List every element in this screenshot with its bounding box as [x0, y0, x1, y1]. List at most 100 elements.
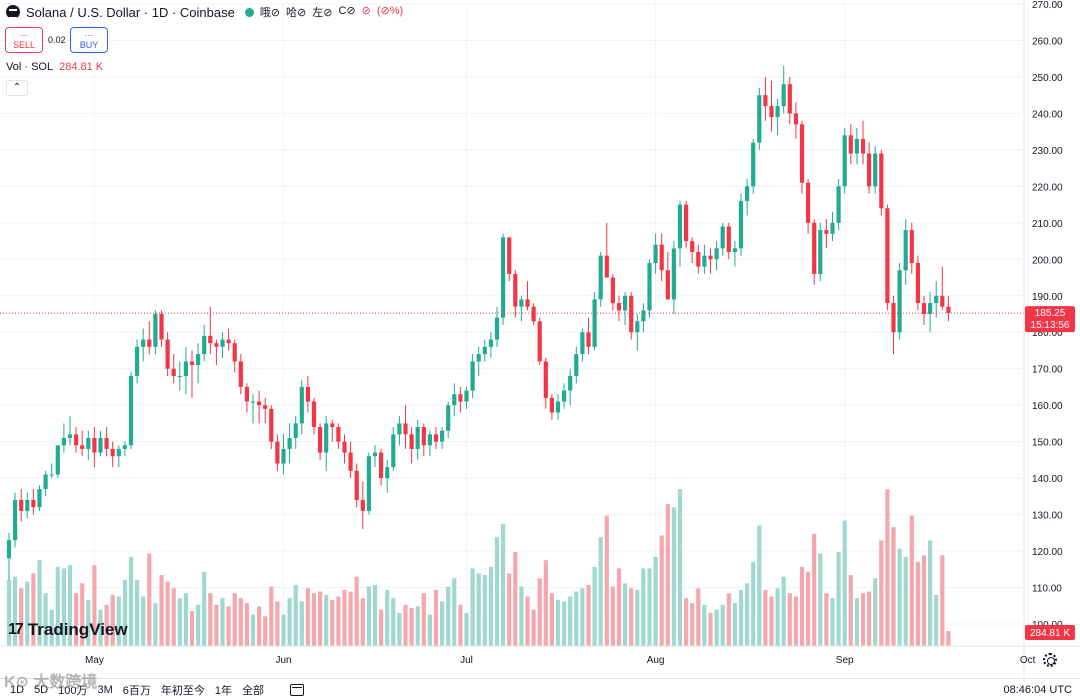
price-axis[interactable]: 270.00 260.00 250.00 240.00 230.00 220.00 210.… — [1023, 0, 1063, 678]
range-1d[interactable]: 1D — [10, 683, 25, 696]
range-all[interactable]: 全部 — [242, 684, 265, 697]
volume-bar — [751, 561, 756, 646]
volume-bar — [519, 586, 524, 646]
tradingview-logo[interactable]: 17 TradingView — [8, 620, 128, 640]
volume-bar — [574, 591, 579, 646]
candle-body — [909, 230, 914, 263]
volume-bar — [330, 599, 335, 646]
volume-bar — [25, 581, 30, 646]
volume-bar — [80, 583, 85, 646]
calendar-icon[interactable] — [290, 683, 305, 696]
candle-body — [281, 448, 286, 464]
chevron-up-icon: ⌃ — [12, 82, 22, 93]
volume-bar — [214, 604, 219, 646]
volume-legend[interactable]: Vol · SOL 284.81 K — [6, 61, 103, 73]
candles — [6, 66, 951, 581]
candle-body — [86, 438, 91, 449]
candle-body — [653, 244, 658, 263]
range-6m[interactable]: 6百万 — [122, 684, 151, 697]
volume-bar — [147, 553, 152, 646]
buy-button[interactable]: ··· BUY — [70, 27, 108, 53]
volume-bar — [391, 598, 396, 646]
candle-body — [159, 314, 164, 340]
volume-bar — [793, 596, 798, 646]
sell-button[interactable]: ··· SELL — [5, 27, 43, 53]
volume-bar — [903, 556, 908, 646]
volume-bar — [165, 581, 170, 646]
volume-bar — [61, 568, 66, 646]
volume-bar — [720, 604, 725, 646]
symbol-title[interactable]: Solana / U.S. Dollar · 1D · Coinbase — [26, 4, 235, 20]
volume-bar — [867, 591, 872, 646]
time-axis[interactable]: MayJunJulAugSepOctNo — [0, 645, 1080, 666]
volume-bar — [372, 584, 378, 646]
candle-body — [470, 361, 475, 391]
volume-bar — [592, 566, 597, 646]
volume-bar — [336, 596, 341, 646]
solana-icon — [6, 5, 20, 19]
candle-body — [122, 445, 127, 449]
candle-body — [403, 423, 408, 435]
volume-bar — [183, 593, 188, 646]
range-1m[interactable]: 100万 — [58, 684, 88, 697]
time-tick-label: Sep — [836, 655, 854, 666]
volume-bar — [659, 535, 664, 646]
volume-bar — [928, 540, 933, 646]
volume-bar — [653, 556, 658, 646]
volume-bar — [92, 565, 97, 646]
volume-bar — [818, 553, 823, 646]
ohlc-change: ⊘ — [361, 5, 371, 17]
candle-body — [366, 456, 371, 511]
candle-body — [708, 255, 713, 260]
range-ytd[interactable]: 年初至今 — [160, 684, 205, 697]
volume-bar — [360, 598, 365, 646]
candle-body — [61, 438, 66, 446]
volume-bar — [787, 593, 792, 646]
volume-bar — [196, 604, 201, 646]
volume-bar — [458, 604, 463, 646]
candle-body — [501, 237, 506, 318]
candle-body — [562, 390, 567, 402]
candle-body — [214, 343, 219, 347]
candle-body — [690, 241, 695, 252]
clock-time[interactable]: 08:46:04 UTC — [1003, 684, 1072, 696]
candle-body — [220, 339, 225, 347]
volume-bar — [440, 601, 445, 646]
candle-body — [799, 124, 805, 183]
volume-bar — [128, 556, 134, 646]
candle-body — [793, 113, 798, 125]
candle-body — [507, 237, 512, 274]
candle-body — [171, 368, 176, 376]
volume-bar — [775, 588, 780, 646]
volume-bar — [318, 591, 323, 646]
candle-body — [153, 314, 158, 347]
volume-bar — [635, 589, 640, 646]
volume-bar — [403, 604, 408, 646]
range-3m[interactable]: 3M — [97, 683, 113, 696]
volume-bar — [159, 575, 164, 646]
volume-bar — [366, 586, 371, 646]
price-tick-label: 230.00 — [1032, 146, 1063, 157]
range-1y[interactable]: 1年 — [214, 684, 233, 697]
candle-body — [74, 434, 79, 446]
collapse-legend-button[interactable]: ⌃ — [6, 80, 28, 96]
candle-body — [293, 423, 298, 438]
price-tick-label: 150.00 — [1032, 438, 1063, 449]
volume-bar — [232, 593, 237, 646]
candle-body — [824, 230, 829, 234]
volume-bar — [525, 596, 530, 646]
volume-value: 284.81 K — [59, 61, 104, 73]
candle-body — [513, 273, 518, 307]
gear-icon[interactable] — [1043, 653, 1057, 667]
price-chart[interactable]: 270.00 260.00 250.00 240.00 230.00 220.00 210.… — [0, 0, 1080, 678]
candle-body — [189, 361, 195, 366]
candle-body — [440, 430, 445, 442]
candle-body — [696, 252, 701, 267]
price-tick-label: 240.00 — [1032, 109, 1063, 120]
price-tick-label: 260.00 — [1032, 36, 1063, 47]
candle-body — [921, 303, 927, 314]
volume-bar — [6, 580, 12, 646]
candle-body — [854, 138, 859, 154]
volume-bar — [488, 566, 493, 646]
range-5d[interactable]: 5D — [34, 683, 49, 696]
